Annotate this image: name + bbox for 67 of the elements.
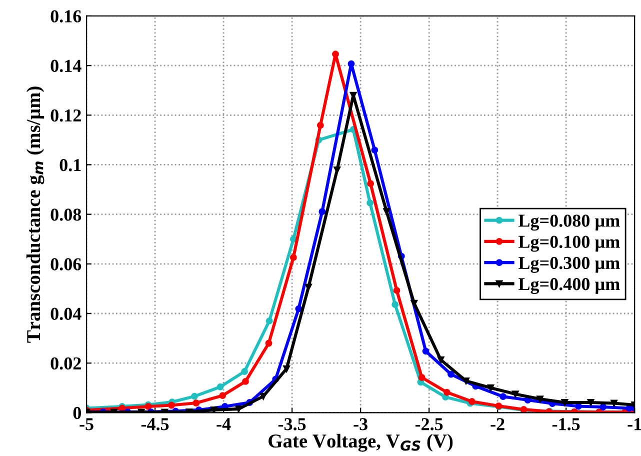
legend-label: Lg=0.400 µm (518, 278, 620, 294)
point (512, 390, 519, 398)
point (393, 286, 400, 294)
point (383, 208, 390, 216)
x-tick-label: -1 (628, 418, 641, 430)
point (219, 392, 226, 400)
point (316, 122, 324, 129)
x-tick-label: -4 (216, 418, 231, 430)
y-tick-label: 0.06 (50, 258, 82, 270)
y-axis-title: Transconductance g$_{m}$ (ms/µm) (26, 86, 44, 343)
point (366, 199, 374, 206)
point (500, 393, 507, 400)
point (371, 146, 378, 154)
point (418, 374, 426, 381)
point (191, 392, 198, 400)
x-tick-label: -2 (490, 418, 504, 430)
x-tick-label: -3.5 (278, 418, 306, 430)
x-tick-label: -1.5 (552, 418, 580, 430)
point (410, 300, 418, 307)
point (305, 284, 312, 291)
point (437, 356, 444, 364)
point (487, 384, 494, 392)
point (536, 396, 544, 403)
point (422, 348, 430, 355)
point (561, 399, 568, 406)
point (295, 305, 302, 312)
point (290, 254, 297, 261)
y-tick-label: 0.14 (50, 60, 82, 72)
x-tick-label: -5 (80, 418, 94, 430)
point (448, 370, 454, 378)
legend-label: Lg=0.300 µm (518, 256, 620, 273)
point (600, 404, 607, 410)
y-tick-label: 0.16 (50, 10, 82, 22)
point (266, 317, 273, 324)
point (610, 400, 618, 407)
point (392, 301, 399, 308)
legend-label: Lg=0.100 µm (518, 236, 620, 252)
x-tick-label: -2.5 (415, 418, 443, 430)
point (235, 405, 242, 412)
point (290, 236, 297, 243)
point (216, 383, 224, 390)
point (332, 50, 339, 58)
point (210, 406, 218, 413)
y-tick-label: 0.04 (50, 308, 82, 320)
point (443, 388, 450, 396)
point (283, 365, 290, 372)
y-tick-label: 0.08 (50, 208, 82, 221)
legend-label: Lg=0.080 µm (518, 214, 620, 231)
point (587, 399, 594, 406)
x-axis-title: Gate Voltage, V$_{GS}$ (V) (268, 434, 453, 452)
y-tick-label: 0.1 (60, 158, 81, 172)
point (241, 368, 248, 375)
point (168, 402, 175, 409)
x-tick-label: -4.5 (141, 418, 169, 430)
point (192, 400, 200, 406)
y-tick-label: 0 (73, 406, 81, 420)
point (318, 208, 326, 216)
y-tick-label: 0.12 (50, 109, 81, 122)
point (462, 377, 470, 384)
point (265, 340, 272, 347)
point (242, 378, 249, 385)
y-tick-label: 0.02 (50, 357, 81, 370)
point (367, 180, 374, 188)
point (348, 60, 355, 68)
x-tick-label: -3 (354, 418, 368, 430)
point (260, 392, 267, 400)
point (334, 166, 341, 174)
